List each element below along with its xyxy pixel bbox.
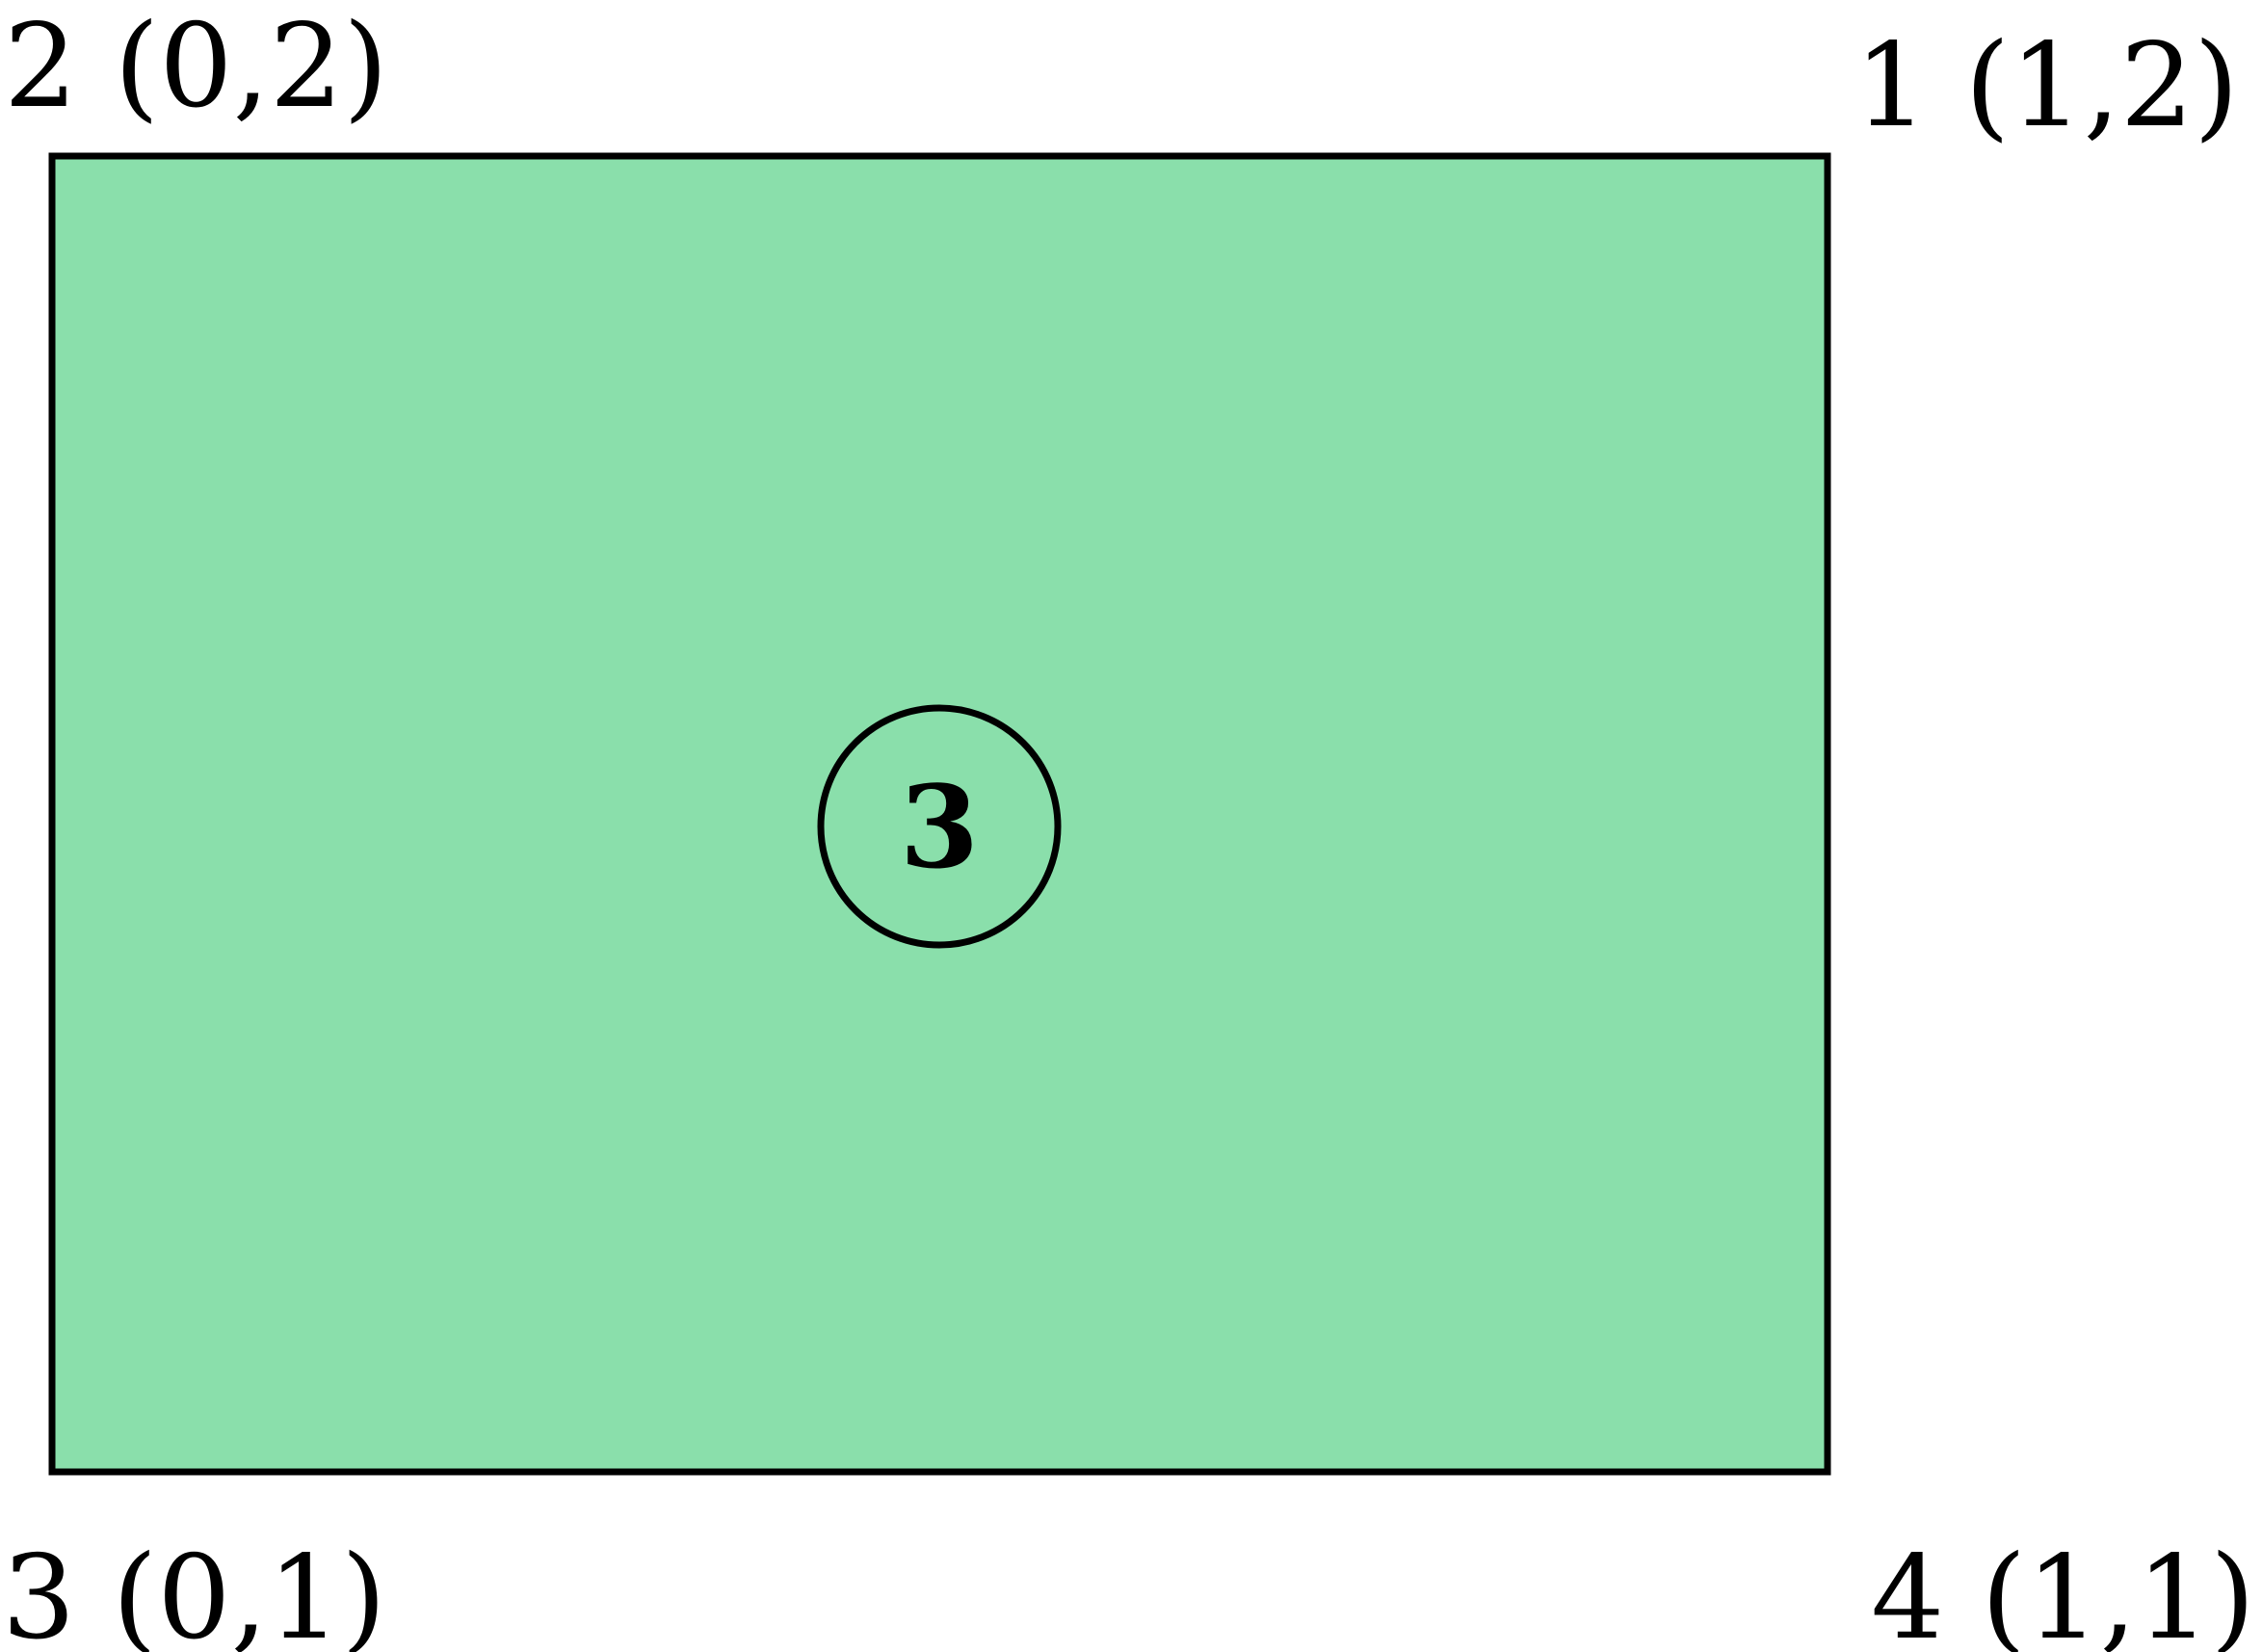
- vertex-label-1: 1 (1,2): [1854, 19, 2239, 153]
- element-rectangle: [48, 152, 1831, 1476]
- vertex-label-3: 3 (0,1): [2, 1532, 386, 1652]
- element-number-circle: [817, 704, 1062, 949]
- vertex-label-4: 4 (1,1): [1871, 1532, 2255, 1652]
- vertex-label-2: 2 (0,2): [4, 0, 388, 134]
- element-number-label: 3: [900, 760, 979, 894]
